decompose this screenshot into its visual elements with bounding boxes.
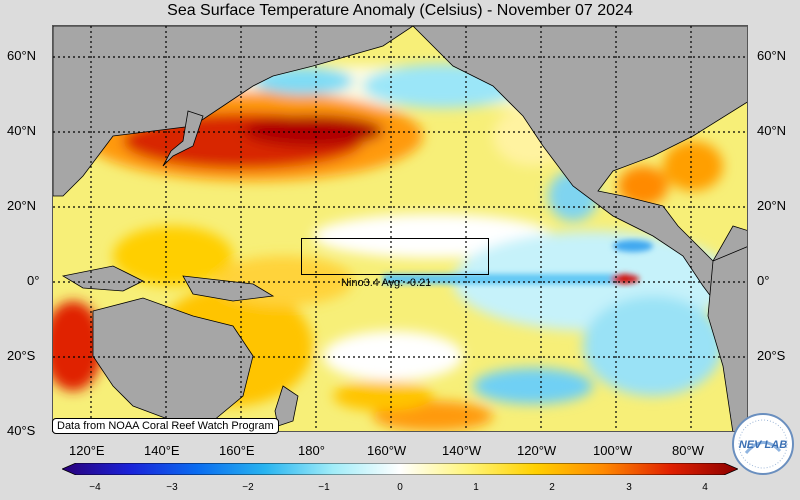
north-america-landmass [412, 26, 747, 431]
asia-landmass [53, 26, 414, 197]
lat-label-right: 0° [757, 273, 770, 288]
lon-label: 180° [298, 443, 325, 458]
lat-label-left: 40°S [7, 423, 36, 438]
nev-lab-logo: NEV LAB [732, 413, 794, 475]
colorbar [62, 463, 738, 475]
nino34-region-box [301, 238, 489, 275]
colorbar-tick: 0 [397, 482, 403, 493]
lon-label: 80°W [672, 443, 704, 458]
nino34-average-label: Nino3.4 Avg: -0.21 [341, 277, 432, 289]
lon-label: 120°W [517, 443, 557, 458]
lon-label: 140°W [442, 443, 482, 458]
australia-landmass [92, 297, 254, 422]
lat-label-left: 0° [27, 273, 40, 288]
colorbar-ramp [62, 463, 738, 475]
lon-label: 120°E [69, 443, 105, 458]
lon-label: 160°W [367, 443, 407, 458]
colorbar-tick: −4 [89, 482, 101, 493]
graticule [53, 26, 747, 431]
map-canvas [53, 26, 747, 431]
japan-island [162, 110, 204, 167]
lat-label-right: 20°S [757, 348, 786, 363]
lat-label-right: 60°N [757, 48, 787, 63]
colorbar-tick: 3 [626, 482, 632, 493]
colorbar-tick: −1 [318, 482, 330, 493]
lat-label-right: 20°N [757, 198, 787, 213]
logo-text: NEV LAB [739, 439, 787, 451]
lat-label-right: 40°N [757, 123, 787, 138]
colorbar-tick: 2 [549, 482, 555, 493]
lon-label: 100°W [593, 443, 633, 458]
colorbar-tick: −3 [166, 482, 178, 493]
colorbar-tick: 4 [702, 482, 708, 493]
new-zealand-island [274, 385, 299, 427]
sst-anomaly-map [52, 25, 748, 432]
data-credit: Data from NOAA Coral Reef Watch Program [52, 418, 279, 434]
lon-label: 160°E [219, 443, 255, 458]
equatorial-anomaly [383, 240, 653, 284]
lat-label-left: 20°S [7, 348, 36, 363]
lat-label-left: 20°N [7, 198, 37, 213]
south-america-landmass [707, 246, 747, 431]
colorbar-tick: 1 [473, 482, 479, 493]
lat-label-left: 40°N [7, 123, 37, 138]
lon-label: 140°E [144, 443, 180, 458]
map-title: Sea Surface Temperature Anomaly (Celsius… [167, 2, 633, 19]
landmasses [53, 26, 747, 431]
colorbar-tick: −2 [242, 482, 254, 493]
lat-label-left: 60°N [7, 48, 37, 63]
indonesia-islands [61, 265, 144, 292]
